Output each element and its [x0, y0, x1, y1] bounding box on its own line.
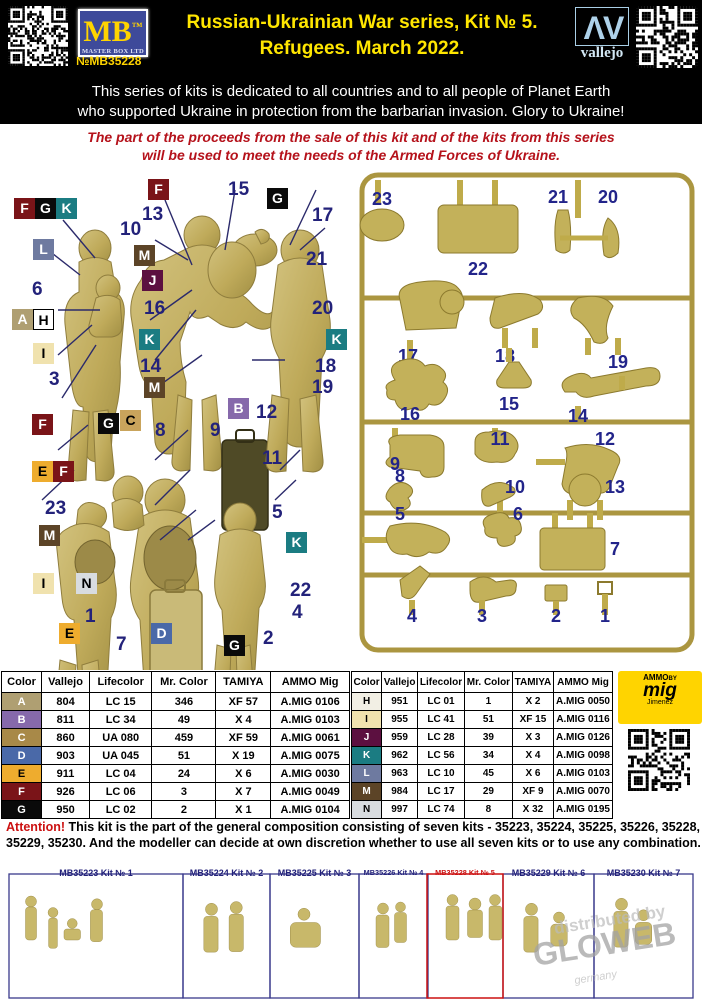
svg-text:4: 4: [407, 606, 417, 626]
svg-text:11: 11: [490, 429, 509, 449]
svg-text:13: 13: [605, 477, 625, 497]
svg-text:21: 21: [548, 187, 568, 207]
svg-text:16: 16: [400, 404, 420, 424]
svg-text:22: 22: [468, 259, 488, 279]
svg-text:10: 10: [505, 477, 525, 497]
svg-text:6: 6: [513, 504, 523, 524]
svg-text:20: 20: [598, 187, 618, 207]
svg-text:ΛV: ΛV: [584, 10, 625, 46]
svg-text:23: 23: [372, 189, 392, 209]
svg-text:1: 1: [600, 606, 610, 626]
svg-text:5: 5: [395, 504, 405, 524]
svg-text:12: 12: [595, 429, 615, 449]
svg-text:8: 8: [395, 466, 405, 486]
svg-text:7: 7: [610, 539, 620, 559]
svg-text:14: 14: [568, 406, 588, 426]
svg-text:3: 3: [477, 606, 487, 626]
svg-text:19: 19: [608, 352, 628, 372]
svg-text:2: 2: [551, 606, 561, 626]
svg-text:germany: germany: [574, 968, 620, 987]
svg-text:15: 15: [499, 394, 519, 414]
